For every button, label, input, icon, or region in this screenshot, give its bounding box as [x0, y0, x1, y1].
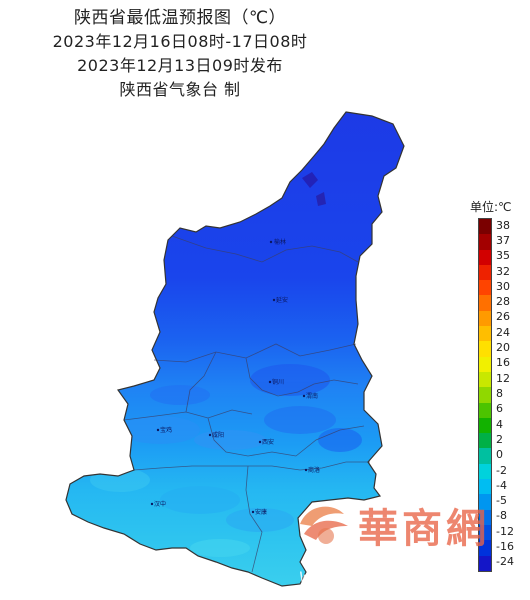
legend-label: 12 [496, 371, 510, 385]
legend-swatch [479, 479, 491, 495]
legend-label: -16 [496, 540, 514, 554]
legend-swatch [479, 433, 491, 449]
legend-label: -8 [496, 509, 507, 523]
map-title: 陕西省最低温预报图（℃） [73, 8, 287, 28]
legend-swatch [479, 448, 491, 464]
legend-swatch [479, 371, 491, 388]
legend-swatch [479, 524, 491, 541]
city-label: 西安 [262, 438, 274, 446]
city-label: 延安 [276, 296, 288, 304]
city-label: 商洛 [308, 466, 320, 474]
legend-label: -4 [496, 478, 507, 492]
issuer: 陕西省气象台 制 [119, 80, 241, 99]
legend-swatch [479, 341, 491, 357]
legend-swatch [479, 234, 491, 250]
legend-label: 4 [496, 417, 503, 431]
legend-unit: 单位:℃ [470, 200, 512, 214]
legend-label: 30 [496, 279, 510, 293]
legend-label: -2 [496, 463, 507, 477]
city-markers [150, 240, 308, 514]
legend-label: 35 [496, 249, 510, 263]
city-label: 咸阳 [212, 431, 224, 439]
issue-time: 2023年12月13日09时发布 [77, 56, 283, 75]
legend-color-bar [478, 218, 492, 572]
legend-label: 24 [496, 325, 510, 339]
legend-label: 28 [496, 295, 510, 309]
legend-label: 20 [496, 341, 510, 355]
hsw-logo-icon [300, 506, 348, 544]
legend-swatch [479, 326, 491, 342]
temperature-texture [90, 364, 362, 557]
legend-swatch [479, 295, 491, 311]
legend-label: 37 [496, 233, 510, 247]
legend-swatch [479, 417, 491, 434]
legend-swatch [479, 249, 491, 265]
cold-spots [302, 172, 326, 206]
legend-swatch [479, 356, 491, 372]
city-label: 安康 [255, 508, 267, 516]
legend-label: -12 [496, 524, 514, 538]
legend-label: 16 [496, 356, 510, 370]
legend-swatch [479, 387, 491, 403]
city-label: 榆林 [274, 238, 286, 246]
city-labels: 榆林 延安 铜川 渭南 宝鸡 咸阳 西安 汉中 安康 商洛 [154, 238, 320, 516]
map-title-block: 陕西省最低温预报图（℃） 2023年12月16日08时-17日08时 2023年… [0, 6, 360, 102]
forecast-period: 2023年12月16日08时-17日08时 [52, 32, 308, 51]
legend-swatch [479, 494, 491, 510]
legend-label: -24 [496, 555, 514, 569]
legend-label: 0 [496, 448, 503, 462]
city-boundaries [123, 235, 370, 573]
city-label: 汉中 [154, 500, 166, 508]
legend-label: 8 [496, 387, 503, 400]
legend-label: 38 [496, 218, 510, 232]
legend-swatch [479, 402, 491, 418]
legend-swatch [479, 540, 491, 556]
legend-label: 32 [496, 264, 510, 278]
legend-swatch [479, 555, 491, 571]
legend-swatch [479, 310, 491, 327]
legend-swatch [479, 219, 491, 235]
legend-swatch [479, 280, 491, 296]
city-label: 宝鸡 [160, 426, 172, 434]
city-label: 铜川 [272, 378, 284, 386]
legend-label: 26 [496, 310, 510, 324]
legend-label: 6 [496, 402, 503, 416]
legend-swatch [479, 509, 491, 525]
city-label: 渭南 [306, 392, 318, 400]
legend-swatch [479, 264, 491, 281]
legend-label: -5 [496, 494, 507, 508]
watermark-site: WWW.HSW.CN [300, 568, 487, 587]
legend-swatch [479, 463, 491, 480]
watermark-brand: 華商網 [358, 505, 490, 552]
legend-label: 2 [496, 432, 503, 446]
